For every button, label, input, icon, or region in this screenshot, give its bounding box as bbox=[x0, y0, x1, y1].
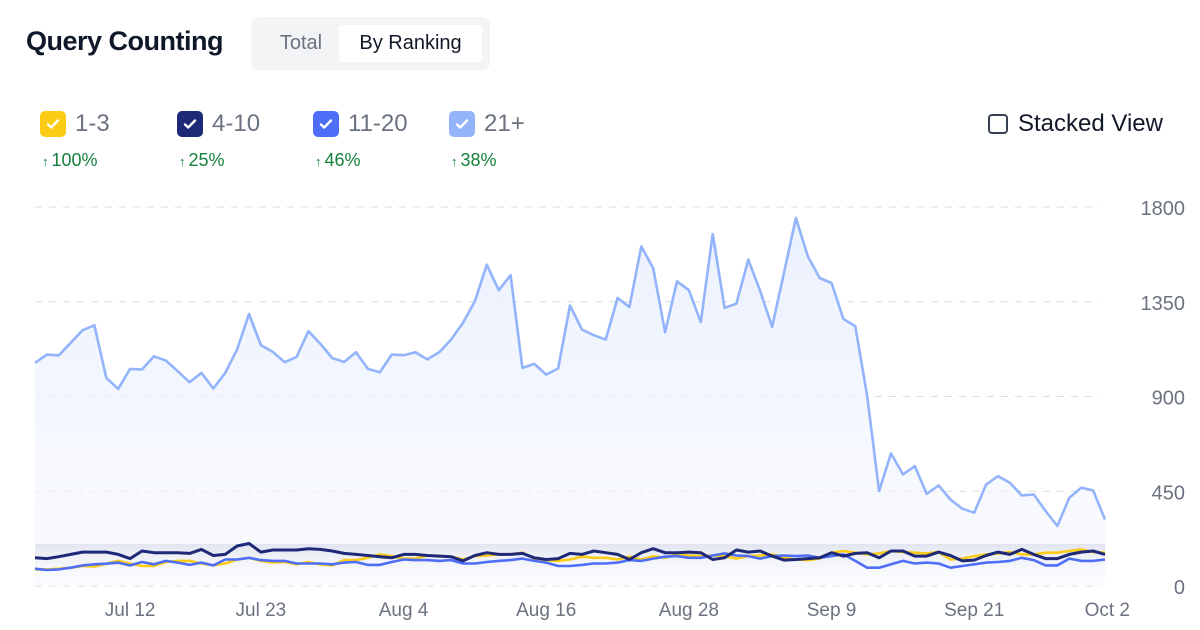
legend-label: 1-3 bbox=[75, 110, 110, 137]
area-21plus bbox=[35, 217, 1105, 586]
legend-label: 4-10 bbox=[212, 110, 261, 137]
y-tick-label: 900 bbox=[1152, 388, 1185, 410]
checkbox-icon[interactable] bbox=[988, 114, 1008, 134]
change-indicator: ↑ 46% bbox=[315, 150, 361, 171]
arrow-up-icon: ↑ bbox=[315, 154, 322, 169]
change-indicator: ↑ 100% bbox=[42, 150, 98, 171]
change-value: 25% bbox=[188, 150, 225, 170]
legend-label: 21+ bbox=[484, 110, 525, 137]
change-value: 38% bbox=[460, 150, 497, 170]
checkbox-checked-icon[interactable] bbox=[313, 111, 339, 137]
change-indicator: ↑ 38% bbox=[451, 150, 497, 171]
x-tick-label: Jul 12 bbox=[105, 600, 156, 621]
stacked-view-label: Stacked View bbox=[1018, 110, 1163, 137]
checkbox-checked-icon[interactable] bbox=[449, 111, 475, 137]
x-tick-label: Sep 9 bbox=[807, 600, 857, 621]
y-tick-label: 1350 bbox=[1141, 293, 1186, 315]
stacked-view-checkbox[interactable]: Stacked View bbox=[988, 110, 1163, 138]
arrow-up-icon: ↑ bbox=[179, 154, 186, 169]
x-tick-label: Oct 2 bbox=[1085, 600, 1130, 621]
series-line-21+ bbox=[34, 216, 1107, 528]
tab-total[interactable]: Total bbox=[279, 32, 323, 54]
view-toggle: Total By Ranking bbox=[251, 17, 490, 70]
y-tick-label: 1800 bbox=[1141, 198, 1186, 220]
x-tick-label: Aug 4 bbox=[379, 600, 429, 621]
arrow-up-icon: ↑ bbox=[451, 154, 458, 169]
y-tick-label: 450 bbox=[1152, 482, 1185, 504]
page-title: Query Counting bbox=[26, 26, 224, 56]
series-line-4-10 bbox=[34, 542, 1106, 563]
checkbox-checked-icon[interactable] bbox=[177, 111, 203, 137]
legend-label: 11-20 bbox=[348, 110, 408, 137]
change-value: 46% bbox=[324, 150, 361, 170]
legend-item-1-3[interactable]: 1-3 bbox=[40, 110, 110, 138]
legend-item-11-20[interactable]: 11-20 bbox=[313, 110, 408, 138]
change-indicator: ↑ 25% bbox=[179, 150, 225, 171]
x-tick-label: Jul 23 bbox=[236, 600, 287, 621]
legend-item-4-10[interactable]: 4-10 bbox=[177, 110, 260, 138]
y-tick-label: 0 bbox=[1174, 577, 1185, 599]
x-tick-label: Sep 21 bbox=[944, 600, 1004, 621]
legend-item-21+[interactable]: 21+ bbox=[449, 110, 525, 138]
x-tick-label: Aug 16 bbox=[516, 600, 576, 621]
change-value: 100% bbox=[51, 150, 98, 170]
tab-by-ranking[interactable]: By Ranking bbox=[339, 25, 482, 62]
x-tick-label: Aug 28 bbox=[659, 600, 719, 621]
checkbox-checked-icon[interactable] bbox=[40, 111, 66, 137]
arrow-up-icon: ↑ bbox=[42, 154, 49, 169]
